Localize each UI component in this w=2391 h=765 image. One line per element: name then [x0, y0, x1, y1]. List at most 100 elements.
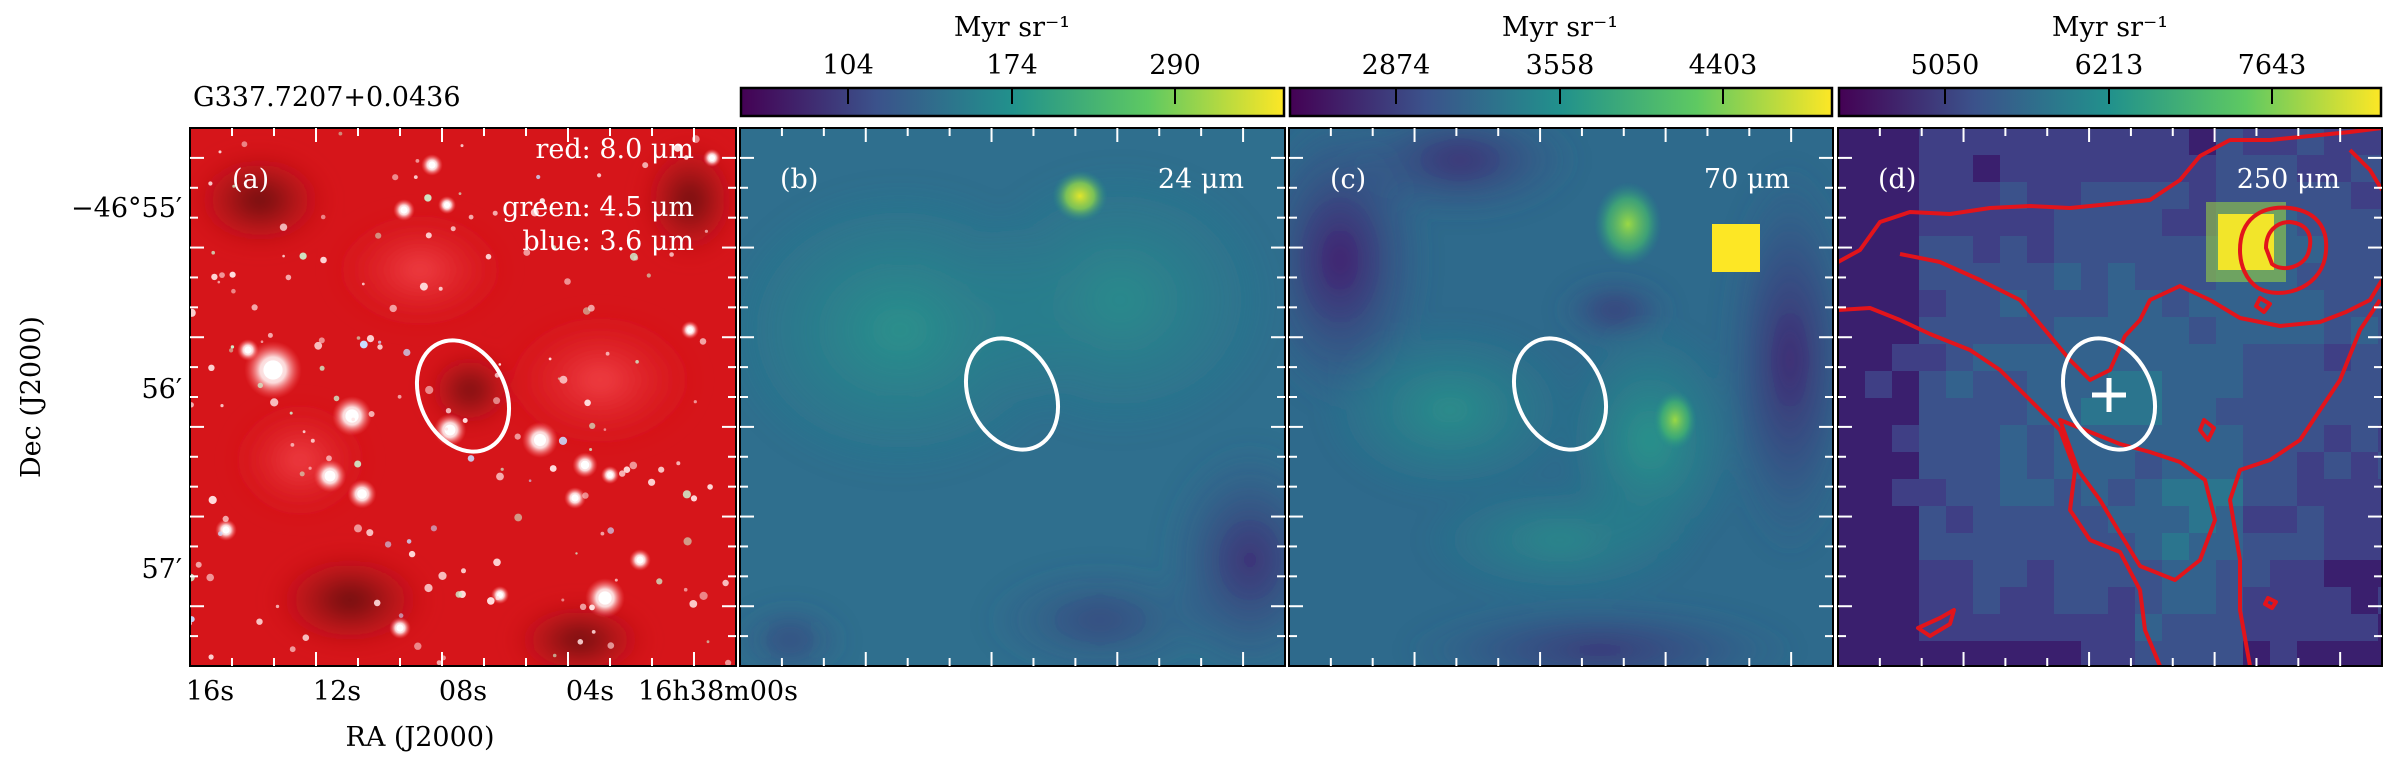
panel-c-knot-2 [1653, 390, 1697, 450]
map-pixel [1865, 560, 1893, 588]
x-axis-tick-labels: 16s 12s 08s 04s 16h38m00s [186, 676, 798, 707]
map-pixel [2027, 452, 2055, 480]
map-pixel [1838, 317, 1866, 345]
star-core [571, 494, 579, 502]
map-pixel [1865, 479, 1893, 507]
map-pixel [2054, 587, 2082, 615]
map-pixel [2054, 371, 2082, 399]
panel-c-image [1289, 128, 1833, 666]
panel-d-cross-marker [2092, 378, 2126, 412]
star [619, 470, 626, 477]
star [455, 591, 463, 598]
map-pixel [2351, 236, 2379, 264]
map-pixel [2162, 560, 2190, 588]
map-pixel [2297, 614, 2325, 642]
star [211, 250, 215, 255]
panel-d-image [1838, 128, 2382, 666]
star [635, 360, 639, 364]
map-pixel [2324, 317, 2352, 345]
star [289, 646, 296, 653]
map-pixel [1838, 371, 1866, 399]
star [699, 338, 707, 345]
map-pixel [2027, 209, 2055, 237]
star [231, 288, 236, 294]
star [530, 208, 539, 217]
panel-a-source-ellipse [414, 338, 512, 454]
map-pixel [2027, 371, 2055, 399]
star [623, 466, 631, 474]
map-pixel [2162, 128, 2190, 156]
map-pixel [2054, 128, 2082, 156]
map-pixel [2189, 452, 2217, 480]
map-pixel [1946, 479, 1974, 507]
star [549, 465, 557, 472]
star [514, 433, 521, 440]
map-pixel [2162, 182, 2190, 210]
map-pixel [2081, 641, 2109, 666]
panel-d-colorbar-unit: Myr sr⁻¹ [2052, 12, 2168, 43]
map-pixel [1865, 371, 1893, 399]
panel-a-image [190, 128, 736, 666]
map-pixel [2135, 398, 2163, 426]
map-pixel [2324, 209, 2352, 237]
map-pixel [2378, 371, 2382, 399]
star [528, 479, 532, 483]
star [558, 436, 568, 445]
star-core [357, 489, 367, 499]
map-pixel [1973, 506, 2001, 534]
map-pixel [1865, 155, 1893, 183]
star [282, 254, 285, 258]
map-pixel [2135, 155, 2163, 183]
map-pixel [1865, 263, 1893, 291]
ra-tick-label-16h38m00s: 16h38m00s [638, 676, 798, 707]
star [445, 408, 452, 414]
star [523, 249, 531, 256]
contour-blob-small-3 [2263, 596, 2278, 610]
star [290, 443, 295, 447]
map-pixel [2378, 425, 2382, 453]
map-pixel [2216, 371, 2244, 399]
map-pixel [2081, 128, 2109, 156]
map-pixel [2054, 209, 2082, 237]
map-pixel [1892, 182, 1920, 210]
panel-d-source-ellipse [2060, 336, 2158, 452]
map-pixel [2054, 236, 2082, 264]
map-pixel [2135, 479, 2163, 507]
map-pixel [1865, 236, 1893, 264]
map-pixel [2081, 263, 2109, 291]
map-pixel [2270, 506, 2298, 534]
map-pixel [1946, 236, 1974, 264]
panel-c: (c) 70 μm Myr sr⁻¹ 2874 3558 4403 [1288, 12, 1834, 667]
map-pixel [1946, 155, 1974, 183]
map-pixel [2324, 587, 2352, 615]
map-pixel [2162, 533, 2190, 561]
star [493, 558, 501, 567]
star [684, 155, 689, 160]
star [589, 422, 596, 429]
star [430, 525, 437, 532]
panel-c-label: (c) [1330, 164, 1366, 195]
map-pixel [2216, 641, 2244, 666]
map-pixel [1919, 506, 1947, 534]
star [582, 492, 589, 499]
contour-outer [1838, 128, 2382, 264]
star [689, 600, 698, 608]
map-pixel [1892, 587, 1920, 615]
map-pixel [2135, 128, 2163, 156]
map-pixel [2000, 452, 2028, 480]
map-pixel [2270, 128, 2298, 156]
star [492, 210, 498, 216]
star [500, 467, 504, 471]
map-pixel [1973, 560, 2001, 588]
panel-d-cbar-tick-3: 7643 [2238, 50, 2307, 81]
star [722, 579, 729, 587]
map-pixel [2054, 614, 2082, 642]
map-pixel [2297, 533, 2325, 561]
map-pixel [1919, 425, 1947, 453]
panel-b-wavelength: 24 μm [1158, 164, 1244, 195]
star [725, 659, 732, 666]
map-pixel [2081, 560, 2109, 588]
map-pixel [2000, 155, 2028, 183]
map-pixel [1838, 425, 1866, 453]
